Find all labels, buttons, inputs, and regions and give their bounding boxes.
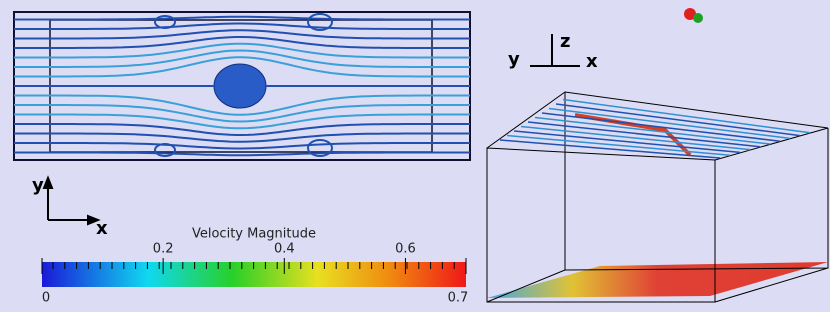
- streamline: [14, 151, 470, 157]
- axis-triad: [42, 175, 101, 226]
- streamline: [14, 132, 470, 143]
- streamline: [14, 142, 470, 150]
- tick-label: 0: [42, 291, 50, 306]
- streamline: [513, 130, 741, 154]
- axis-label: y: [32, 175, 44, 196]
- axis-arrow: [42, 175, 101, 226]
- streamline: [14, 29, 470, 40]
- streamline: [548, 107, 791, 140]
- tick-label: 0.6: [395, 242, 416, 257]
- axis-label: x: [586, 51, 598, 72]
- streamline: [541, 112, 781, 142]
- streamline: [520, 125, 751, 151]
- streamline: [14, 36, 470, 49]
- streamline: [14, 22, 470, 30]
- streamline: [534, 116, 771, 145]
- floor-field: [487, 262, 828, 298]
- orientation-marker: [693, 13, 703, 23]
- tick-label: 0.7: [448, 291, 469, 306]
- tick-label: 0.2: [153, 242, 174, 257]
- streamline: [562, 98, 811, 134]
- streamline: [14, 104, 470, 123]
- streamline: [555, 103, 801, 137]
- cylinder-wake: [213, 63, 267, 109]
- left-view: y x: [13, 11, 471, 239]
- streamline: [499, 139, 721, 159]
- streamline: [14, 94, 470, 116]
- box-edges: [486, 91, 829, 303]
- right-view: z y x: [486, 8, 829, 303]
- domain-box: [486, 91, 829, 303]
- orientation-marker: [684, 8, 696, 20]
- streamline: [527, 121, 761, 148]
- streamline: [14, 113, 470, 130]
- axis-label: z: [560, 31, 570, 52]
- axis-triad: [530, 34, 580, 67]
- colorbar: Velocity Magnitude 0 0.2 0.4 0.6 0.7: [41, 227, 469, 306]
- vortex: [307, 139, 333, 157]
- streamline: [14, 15, 470, 21]
- streamline: [14, 123, 470, 136]
- streamline: [14, 42, 470, 59]
- axis-label: y: [508, 49, 520, 70]
- streamline: [506, 134, 731, 156]
- tick-label: 0.4: [274, 242, 295, 257]
- streamline: [14, 49, 470, 68]
- hot-streamline: [574, 113, 692, 157]
- streamline: [14, 56, 470, 78]
- vortex: [307, 13, 333, 31]
- axis-label: x: [96, 218, 108, 239]
- colorbar-title: Velocity Magnitude: [192, 227, 316, 242]
